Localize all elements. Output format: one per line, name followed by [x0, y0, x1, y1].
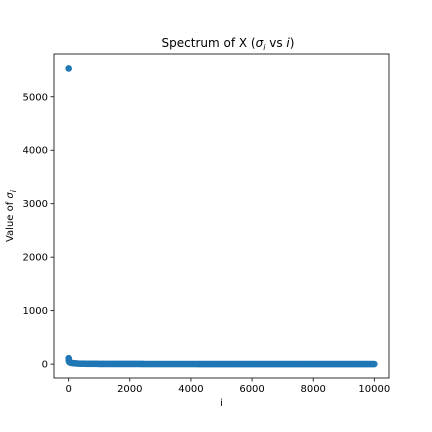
x-axis-ticks: 0 2000 4000 6000 8000 10000 [65, 378, 390, 395]
y-tick-label: 0 [42, 360, 48, 371]
x-tick-label: 6000 [239, 384, 264, 395]
y-tick-label: 4000 [23, 146, 48, 157]
y-axis-ticks: 0 1000 2000 3000 4000 5000 [23, 92, 54, 371]
chart-title-subscript: i [263, 43, 266, 52]
x-tick-label: 0 [65, 384, 71, 395]
x-axis-label: i [220, 398, 223, 409]
y-tick-label: 1000 [23, 306, 48, 317]
y-tick-label: 3000 [23, 199, 48, 210]
x-tick-label: 10000 [358, 384, 390, 395]
data-point [65, 65, 72, 72]
data-point [371, 360, 378, 368]
chart-title-part: ) [290, 36, 295, 50]
y-tick-label: 2000 [23, 253, 48, 264]
x-tick-label: 8000 [300, 384, 325, 395]
chart-title-sigma: σ [256, 36, 264, 50]
y-axis-label-subscript: i [9, 189, 18, 192]
x-tick-label: 4000 [178, 384, 203, 395]
x-tick-label: 2000 [117, 384, 142, 395]
y-axis-label: Value of σi [5, 189, 18, 242]
chart-title-part: vs [265, 36, 286, 50]
chart-title-i: i [286, 36, 290, 50]
data-points [65, 65, 378, 368]
y-tick-label: 5000 [23, 92, 48, 103]
y-axis-label-sigma: σ [5, 192, 16, 199]
chart-title-part: Spectrum of X ( [162, 36, 256, 50]
axes-frame [53, 53, 390, 379]
chart-title: Spectrum of X (σi vs i) [162, 36, 295, 52]
y-axis-label-text: Value of [5, 199, 16, 242]
